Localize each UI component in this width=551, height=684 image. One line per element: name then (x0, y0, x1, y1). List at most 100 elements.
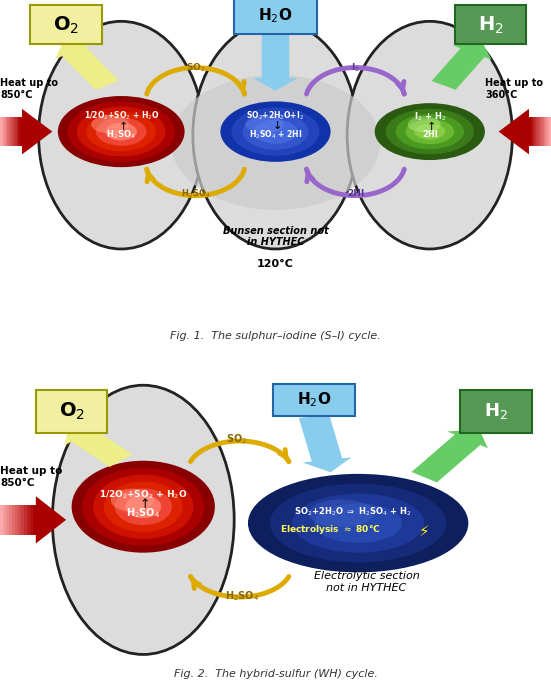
FancyBboxPatch shape (36, 390, 107, 433)
Polygon shape (55, 41, 119, 90)
Ellipse shape (309, 499, 375, 527)
Ellipse shape (125, 495, 161, 518)
Text: $\downarrow$: $\downarrow$ (270, 119, 281, 131)
Text: Electrolysis $\approx$ 80°C: Electrolysis $\approx$ 80°C (280, 523, 381, 536)
Text: O$_2$: O$_2$ (58, 401, 85, 422)
Text: I$_2$: I$_2$ (351, 62, 360, 74)
Text: H$_2$: H$_2$ (478, 14, 503, 36)
Ellipse shape (105, 122, 137, 140)
Polygon shape (27, 505, 30, 535)
Ellipse shape (220, 101, 331, 162)
Polygon shape (499, 109, 551, 155)
Polygon shape (9, 118, 11, 146)
Polygon shape (20, 118, 22, 146)
Polygon shape (17, 118, 18, 146)
Ellipse shape (58, 96, 185, 167)
Ellipse shape (115, 488, 172, 525)
Polygon shape (545, 118, 547, 146)
Text: $\uparrow$: $\uparrow$ (116, 119, 127, 132)
Text: 1/2O$_2$+SO$_2$ + H$_2$O: 1/2O$_2$+SO$_2$ + H$_2$O (99, 489, 187, 501)
Text: SO$_2$: SO$_2$ (186, 62, 206, 74)
Polygon shape (542, 118, 544, 146)
Polygon shape (0, 109, 52, 155)
Polygon shape (21, 505, 24, 535)
Circle shape (171, 75, 380, 210)
Ellipse shape (386, 109, 474, 155)
Polygon shape (6, 505, 9, 535)
Ellipse shape (96, 118, 147, 146)
Polygon shape (15, 118, 17, 146)
Polygon shape (538, 118, 540, 146)
Text: 2HI: 2HI (347, 189, 364, 198)
Polygon shape (412, 430, 488, 482)
Ellipse shape (104, 482, 182, 532)
Ellipse shape (52, 385, 234, 655)
Polygon shape (0, 496, 66, 544)
Polygon shape (3, 505, 6, 535)
Ellipse shape (231, 107, 320, 156)
Polygon shape (544, 118, 545, 146)
Ellipse shape (406, 119, 454, 144)
Polygon shape (534, 118, 536, 146)
Ellipse shape (253, 120, 298, 144)
Ellipse shape (375, 103, 485, 160)
Ellipse shape (347, 21, 512, 249)
Polygon shape (33, 505, 36, 535)
FancyBboxPatch shape (30, 5, 102, 44)
Ellipse shape (314, 503, 402, 543)
Ellipse shape (93, 475, 193, 539)
Polygon shape (253, 34, 298, 91)
Text: Bunsen section not
in HYTHEC: Bunsen section not in HYTHEC (223, 226, 328, 248)
Polygon shape (6, 118, 7, 146)
Polygon shape (7, 118, 9, 146)
Text: H$_2$O: H$_2$O (258, 7, 293, 25)
Text: $\uparrow$: $\uparrow$ (137, 497, 149, 511)
Ellipse shape (72, 461, 215, 553)
Text: Heat up to
850°C: Heat up to 850°C (0, 78, 58, 100)
Polygon shape (2, 118, 4, 146)
Ellipse shape (77, 107, 166, 157)
Ellipse shape (87, 112, 156, 151)
Polygon shape (13, 118, 15, 146)
Polygon shape (431, 42, 491, 90)
FancyBboxPatch shape (273, 384, 355, 417)
Polygon shape (531, 118, 533, 146)
Ellipse shape (408, 116, 441, 133)
Polygon shape (11, 118, 13, 146)
Polygon shape (299, 415, 352, 472)
Ellipse shape (414, 124, 445, 140)
Polygon shape (18, 505, 21, 535)
Ellipse shape (39, 21, 204, 249)
Text: 1/2O$_2$+SO$_2$ + H$_2$O: 1/2O$_2$+SO$_2$ + H$_2$O (84, 109, 159, 122)
Text: H$_2$SO$_4$: H$_2$SO$_4$ (181, 187, 210, 200)
FancyBboxPatch shape (455, 5, 526, 44)
Text: Fig. 1.  The sulphur–iodine (S–I) cycle.: Fig. 1. The sulphur–iodine (S–I) cycle. (170, 331, 381, 341)
Polygon shape (18, 118, 20, 146)
Polygon shape (536, 118, 538, 146)
Polygon shape (9, 505, 12, 535)
Ellipse shape (248, 474, 468, 573)
Text: H$_2$: H$_2$ (484, 402, 508, 421)
Ellipse shape (396, 114, 464, 149)
Text: H$_2$SO$_4$ + 2HI: H$_2$SO$_4$ + 2HI (249, 129, 302, 142)
Text: SO$_2$: SO$_2$ (226, 432, 247, 446)
Text: I$_2$ + H$_2$: I$_2$ + H$_2$ (414, 110, 446, 123)
Ellipse shape (193, 21, 358, 249)
Polygon shape (30, 505, 33, 535)
Ellipse shape (245, 116, 284, 133)
Polygon shape (0, 118, 2, 146)
Polygon shape (12, 505, 15, 535)
Polygon shape (24, 505, 27, 535)
Ellipse shape (292, 494, 424, 553)
Text: H$_2$SO$_4$: H$_2$SO$_4$ (225, 589, 260, 603)
Polygon shape (547, 118, 549, 146)
Ellipse shape (111, 488, 154, 512)
Text: SO$_2$+2H$_2$O+I$_2$: SO$_2$+2H$_2$O+I$_2$ (246, 109, 305, 122)
Polygon shape (15, 505, 18, 535)
Text: Electrolytic section
not in HYTHEC: Electrolytic section not in HYTHEC (314, 571, 419, 593)
Text: H$_2$SO$_4$: H$_2$SO$_4$ (126, 506, 160, 520)
Text: Heat up to
360°C: Heat up to 360°C (485, 78, 543, 100)
Text: Heat up to
850°C: Heat up to 850°C (0, 466, 62, 488)
Polygon shape (64, 425, 133, 467)
Text: O$_2$: O$_2$ (53, 14, 79, 36)
